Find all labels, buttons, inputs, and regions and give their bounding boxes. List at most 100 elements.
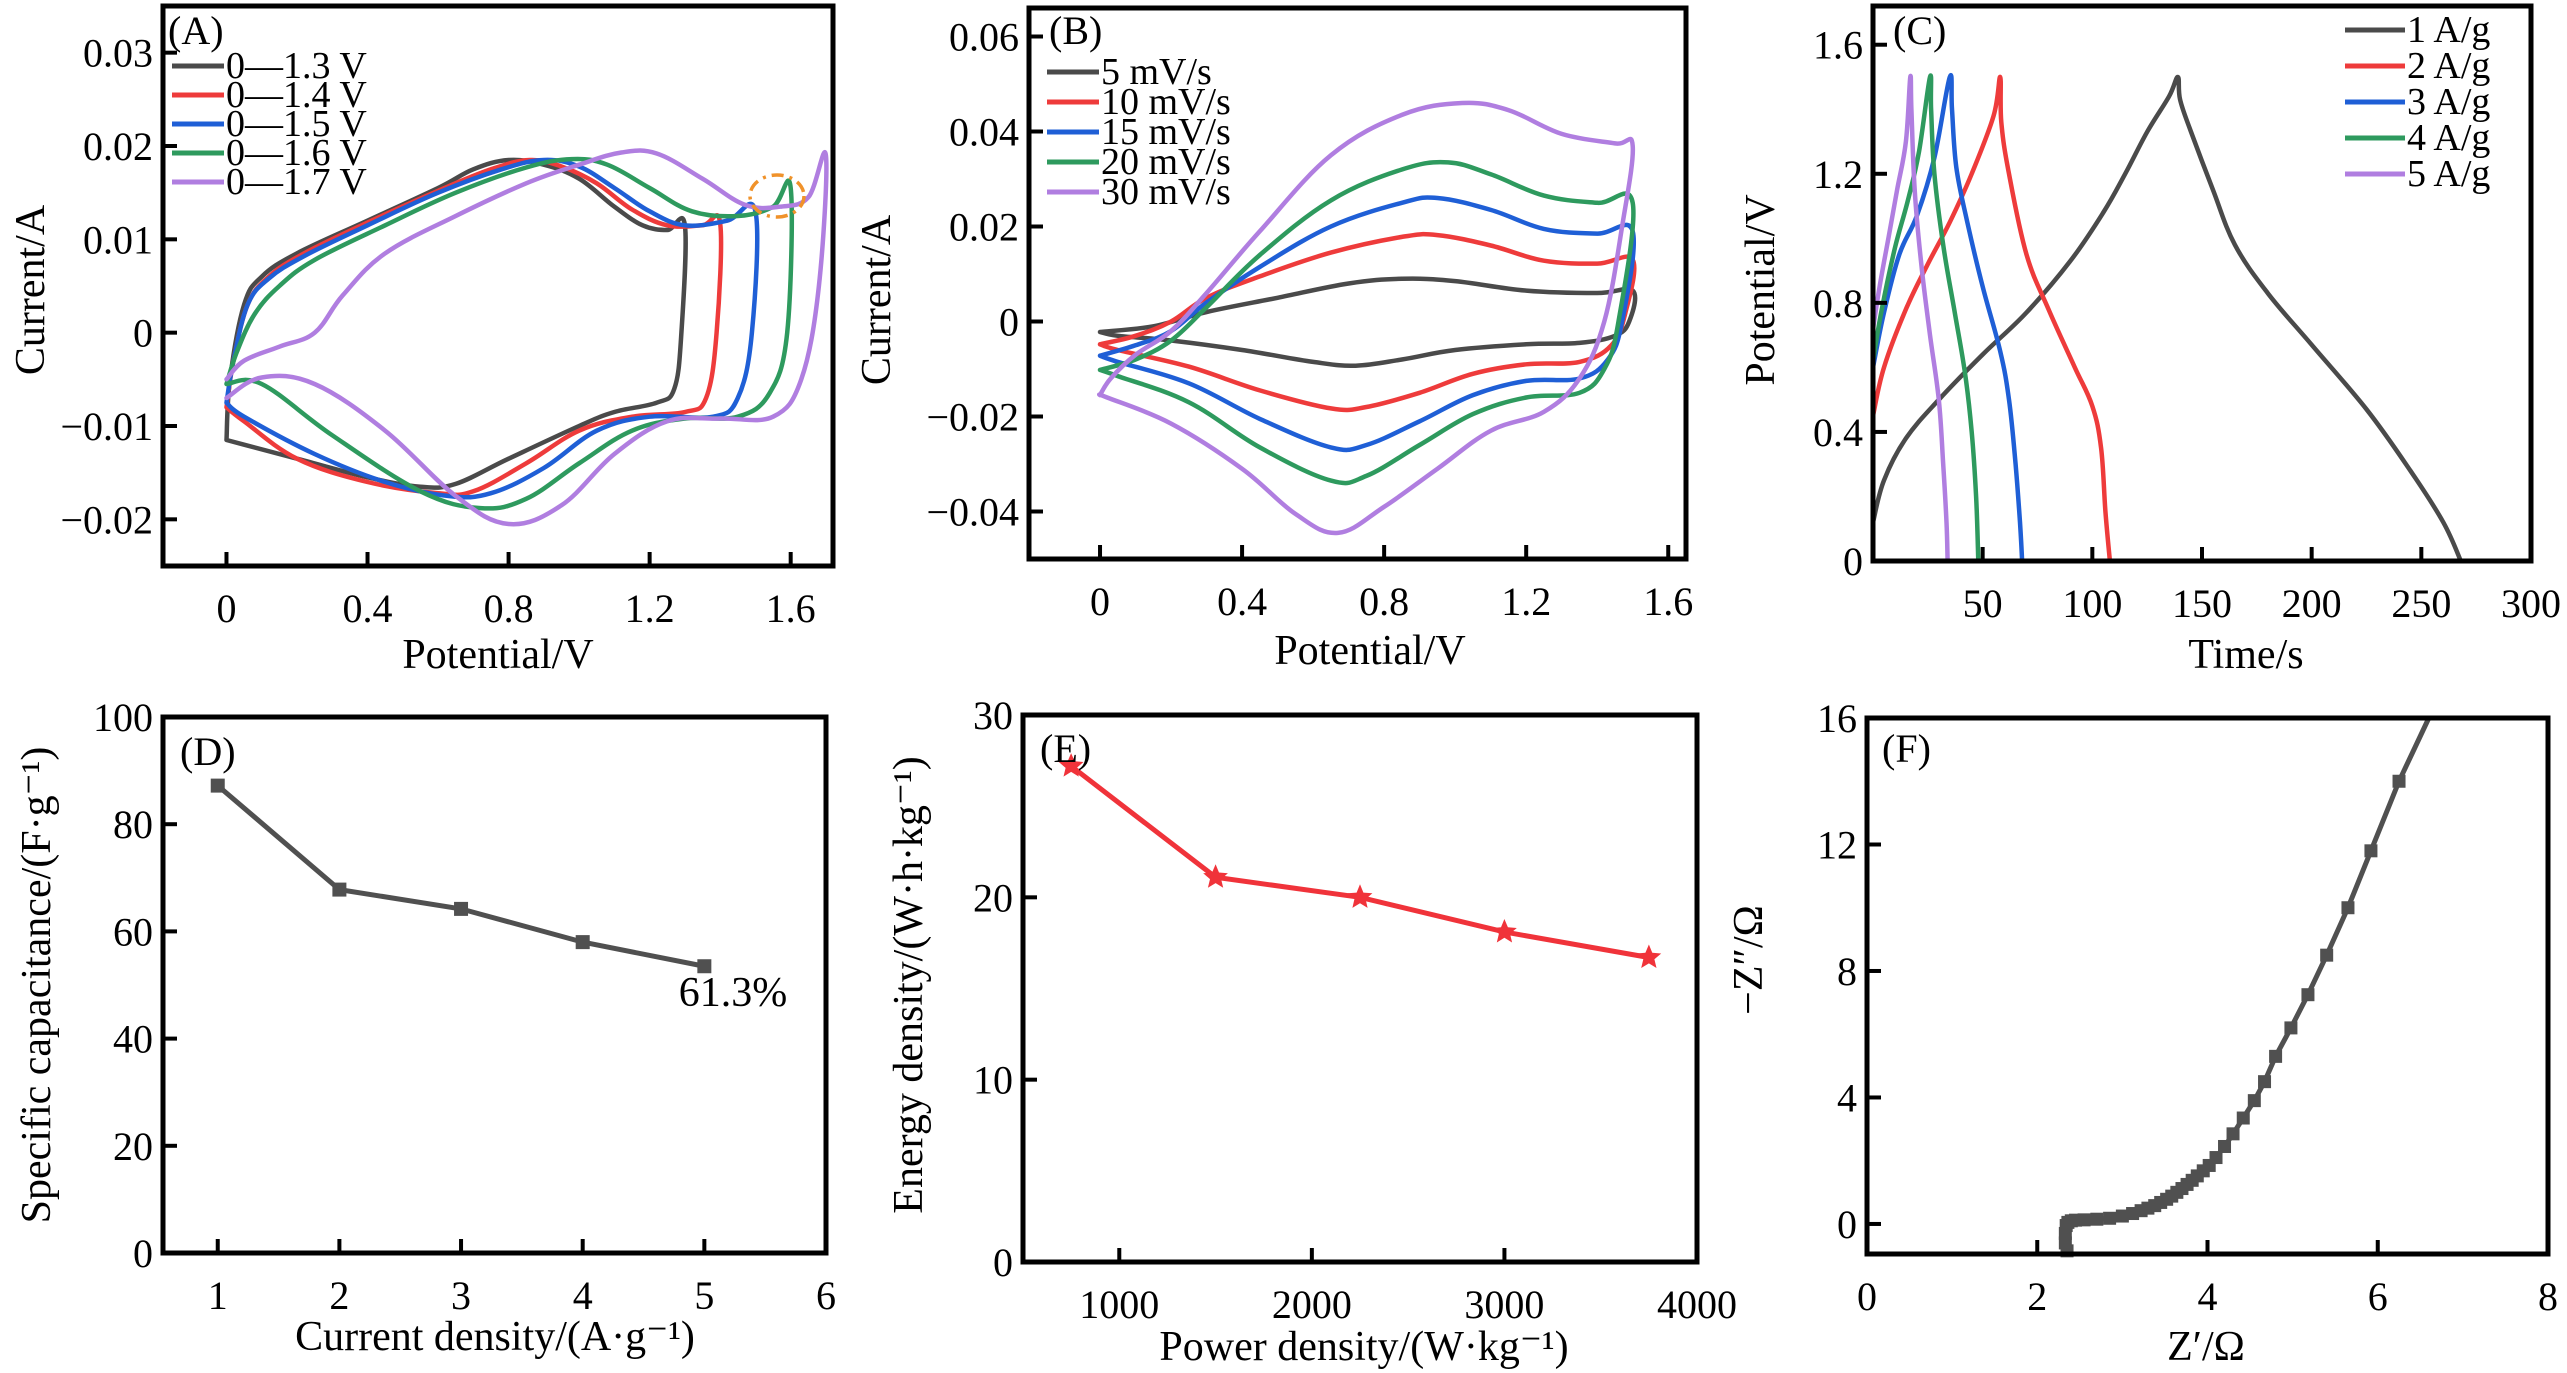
panel-d-xtick-label: 2: [329, 1273, 349, 1318]
panel-e-xtick-label: 4000: [1657, 1282, 1737, 1327]
panel-e-label: (E): [1040, 726, 1091, 771]
panel-d-point: [332, 882, 347, 897]
panel-e-point: [1058, 753, 1084, 777]
panel-f-ytick-label: 12: [1817, 822, 1857, 867]
panel-b-legend-item: 20 mV/s: [1047, 141, 1231, 183]
panel-a-xtick-label: 0.4: [343, 586, 393, 631]
panel-b-legend-item: 10 mV/s: [1047, 81, 1231, 123]
panel-c-xtick-label: 150: [2172, 581, 2232, 626]
panel-e-point: [1347, 884, 1373, 908]
panel-d-point: [697, 959, 712, 974]
panel-c-legend-label: 5 A/g: [2407, 153, 2490, 195]
panel-c-legend-item: 1 A/g: [2345, 9, 2490, 51]
panel-b-legend-label: 5 mV/s: [1101, 51, 1212, 93]
panel-c-series-1-curve: [1870, 74, 2464, 564]
panel-e-ytick-label: 0: [993, 1240, 1013, 1285]
panel-f-point: [2218, 1139, 2232, 1153]
panel-c-xtick-label: 50: [1963, 581, 2003, 626]
panel-d-ytick-label: 80: [113, 802, 153, 847]
panel-b-series-2-curve: [1097, 231, 1637, 413]
panel-c-label: (C): [1893, 8, 1946, 53]
panel-f-point: [2364, 844, 2378, 858]
panel-a-ytick-label: −0.01: [60, 404, 153, 449]
panel-f-point: [2077, 1213, 2091, 1227]
panel-c-ticks: 50 100 150 200 250 300 0 0.4 0.8 1.2 1.6: [1813, 23, 2561, 626]
panel-a-series-5-curve: [224, 148, 829, 527]
panel-a-ytick-label: 0: [133, 311, 153, 356]
panel-f-point: [2236, 1111, 2250, 1125]
panel-c-series-4-curve: [1870, 73, 1981, 564]
panel-b-xtick-label: 1.6: [1643, 579, 1693, 624]
panel-f-ytick-label: 4: [1837, 1075, 1857, 1120]
panel-f-ytick-label: 0: [1837, 1202, 1857, 1247]
panel-e-ticks: 1000 2000 3000 4000 0 10 20 30: [973, 693, 1737, 1327]
panel-a-legend-label: 0—1.3 V: [226, 45, 367, 87]
panel-f-point: [2301, 988, 2315, 1002]
panel-d-point: [575, 935, 590, 950]
panel-d-label: (D): [180, 729, 236, 774]
panel-d-xtick-label: 1: [208, 1273, 228, 1318]
panel-e-point: [1203, 864, 1228, 888]
panel-d-xtick-label: 4: [573, 1273, 593, 1318]
panel-a-label: (A): [168, 8, 224, 53]
panel-f-point: [2341, 901, 2355, 915]
panel-a-xtick-label: 0.8: [484, 586, 534, 631]
panel-d-annotation: 61.3%: [679, 970, 788, 1016]
panel-f-xlabel: Z′/Ω: [2167, 1324, 2245, 1370]
panel-f-xtick-label: 4: [2198, 1274, 2218, 1319]
panel-e: 1000 2000 3000 4000 0 10 20 30 (E) Power densit…: [886, 693, 1737, 1370]
panel-e-xtick-label: 1000: [1079, 1282, 1159, 1327]
panel-b-series-3-curve: [1097, 195, 1637, 453]
panel-b-series-4-curve: [1097, 159, 1636, 486]
panel-d-plot-area: [210, 778, 712, 974]
panel-f-point: [2103, 1211, 2117, 1225]
panel-e-xtick-label: 2000: [1272, 1282, 1352, 1327]
panel-b-legend-label: 15 mV/s: [1101, 111, 1231, 153]
panel-e-ytick-label: 20: [973, 875, 1013, 920]
panel-a-ticks: 0 0.4 0.8 1.2 1.6 −0.02 −0.01 0 0.01 0.02 0.03: [60, 31, 815, 631]
panel-c: 50 100 150 200 250 300 0 0.4 0.8 1.2 1.6 (C) Time/…: [1738, 3, 2561, 678]
panel-e-ylabel: Energy density/(W·h·kg⁻¹): [886, 756, 932, 1213]
panel-a-legend-item: 0—1.5 V: [172, 103, 367, 145]
panel-f-point: [2209, 1151, 2223, 1165]
panel-c-ytick-label: 0: [1843, 539, 1863, 584]
panel-d-ytick-label: 40: [113, 1017, 153, 1062]
panel-a-ytick-label: −0.02: [60, 497, 153, 542]
panel-d-point: [454, 901, 469, 916]
panel-b-legend-item: 5 mV/s: [1047, 51, 1212, 93]
panel-e-series-1-line: [1069, 764, 1650, 960]
panel-a-xlabel: Potential/V: [402, 632, 593, 678]
panel-c-legend-label: 4 A/g: [2407, 117, 2490, 159]
panel-f-label: (F): [1882, 726, 1931, 771]
panel-c-plot-area: [1870, 72, 2464, 564]
panel-b-series-5-curve: [1096, 100, 1636, 536]
panel-c-legend-item: 5 A/g: [2345, 153, 2490, 195]
panel-f-xtick-label: 8: [2538, 1274, 2558, 1319]
panel-c-xtick-label: 100: [2062, 581, 2122, 626]
panel-c-series-3-curve: [1870, 72, 2025, 564]
panel-c-legend-item: 3 A/g: [2345, 81, 2490, 123]
panel-f-point: [2284, 1021, 2298, 1035]
panel-f-point: [2115, 1209, 2129, 1223]
panel-b-ytick-label: 0: [999, 300, 1019, 345]
panel-d-xtick-label: 3: [451, 1273, 471, 1318]
panel-c-ytick-label: 1.2: [1813, 152, 1863, 197]
panel-a-highlight-circle: [748, 173, 806, 219]
panel-c-ytick-label: 1.6: [1813, 23, 1863, 68]
panel-b-ytick-label: 0.06: [949, 15, 1019, 60]
panel-e-xtick-label: 3000: [1464, 1282, 1544, 1327]
panel-a-ytick-label: 0.02: [83, 124, 153, 169]
panel-c-legend-label: 1 A/g: [2407, 9, 2490, 51]
panel-d-ylabel: Specific capacitance/(F·g⁻¹): [14, 747, 60, 1224]
panel-d-xlabel: Current density/(A·g⁻¹): [295, 1314, 695, 1360]
panel-c-series-5-curve: [1870, 73, 1950, 564]
panel-f-point: [2090, 1212, 2104, 1226]
panel-b-plot-area: [1096, 100, 1638, 536]
panel-b-series-1-curve: [1097, 276, 1638, 369]
panel-b-xtick-label: 0.4: [1217, 579, 1267, 624]
panel-b-legend-item: 15 mV/s: [1047, 111, 1231, 153]
panel-b-ylabel: Current/A: [854, 214, 900, 385]
panel-b-ytick-label: −0.02: [926, 395, 1019, 440]
panel-f-ytick-label: 16: [1817, 696, 1857, 741]
panel-f: 0 2 4 6 8 0 4 8 12 16 (F) Z′/Ω −Z″/Ω: [1726, 696, 2558, 1370]
